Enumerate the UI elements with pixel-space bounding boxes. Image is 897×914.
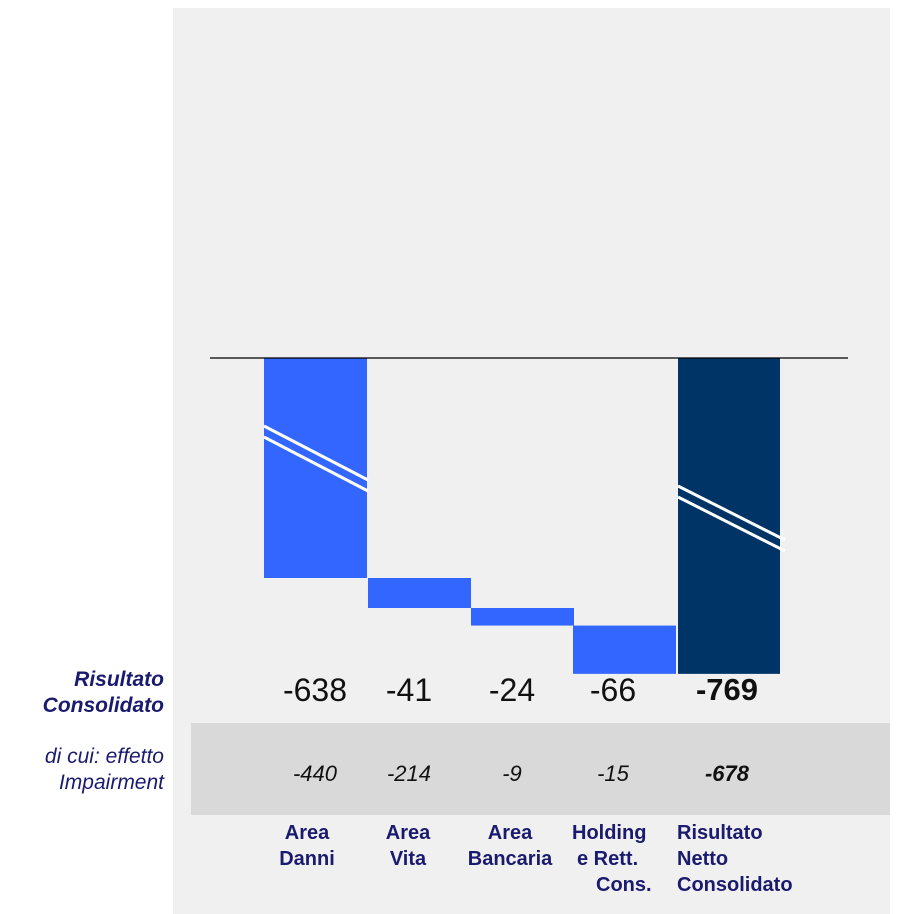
- scale-break-area-danni-line-1: [263, 424, 369, 482]
- scale-break-total-line-2: [677, 495, 786, 553]
- result-value-area-bancaria: -24: [488, 672, 536, 708]
- impair-value-area-bancaria: -9: [502, 761, 522, 786]
- category-area-vita: Area Vita: [385, 822, 431, 870]
- bar-holding: [573, 625, 676, 674]
- category-holding: Holding e Rett. Cons.: [572, 822, 652, 896]
- impair-value-holding: -15: [597, 761, 629, 786]
- impairment-band: [191, 723, 890, 815]
- impair-value-area-vita: -214: [386, 761, 432, 786]
- result-value-total: -769: [695, 672, 759, 707]
- result-value-area-danni: -638: [282, 672, 348, 708]
- category-area-bancaria: Area Bancaria: [467, 822, 553, 870]
- bar-area-bancaria: [471, 608, 574, 626]
- category-risultato-netto: Risultato Netto Consolidato: [677, 822, 793, 896]
- scale-break-total-line-1: [677, 484, 786, 542]
- bar-risultato-netto: [678, 358, 780, 674]
- bar-area-vita: [368, 578, 471, 608]
- impair-value-total: -678: [704, 761, 750, 786]
- impairment-row-label: di cui: effetto Impairment: [44, 745, 164, 794]
- category-area-danni: Area Danni: [279, 822, 335, 870]
- result-value-holding: -66: [589, 672, 637, 708]
- result-row-label: Risultato Consolidato: [42, 668, 164, 717]
- bar-area-danni: [264, 358, 367, 578]
- result-value-area-vita: -41: [385, 672, 433, 708]
- impair-value-area-danni: -440: [292, 761, 338, 786]
- scale-break-area-danni-line-2: [263, 435, 369, 493]
